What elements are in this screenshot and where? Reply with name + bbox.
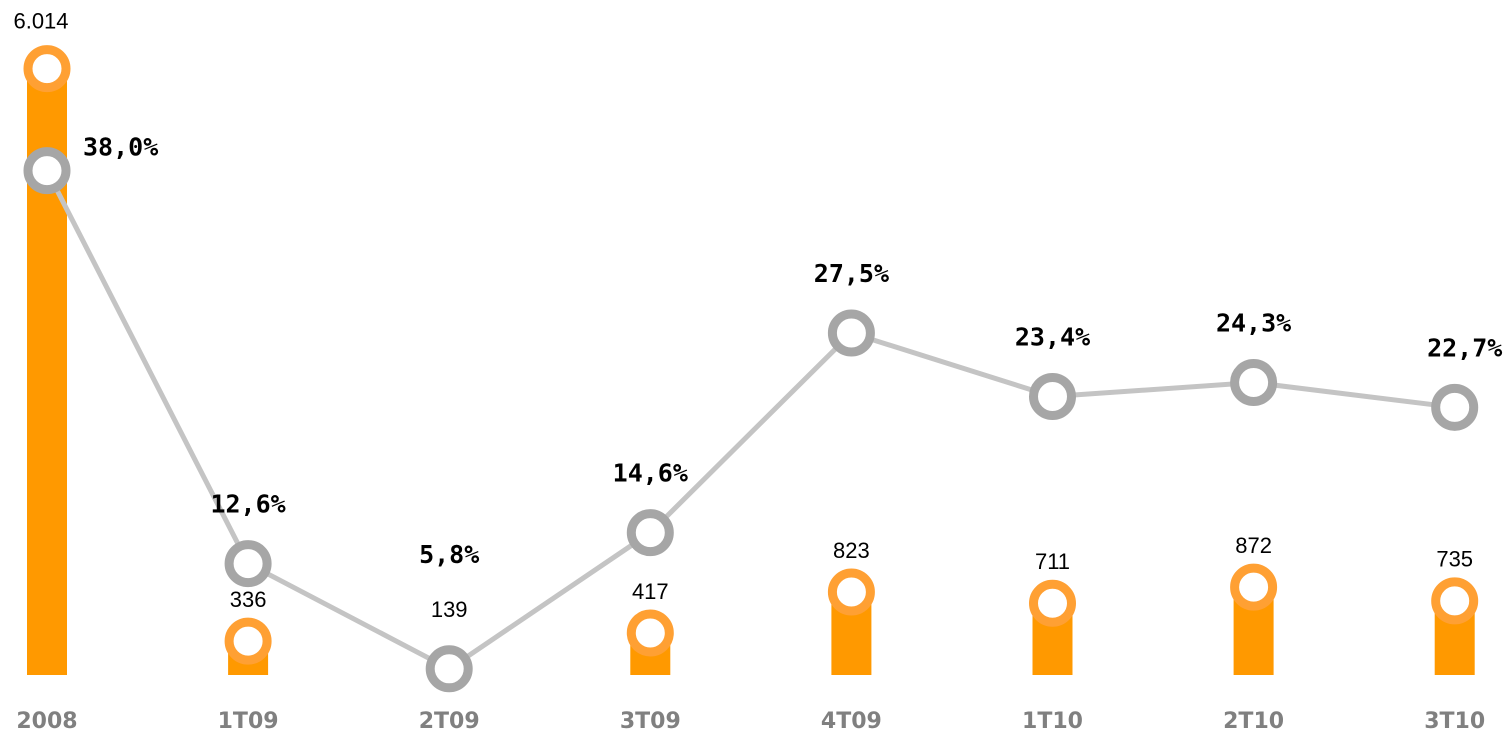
x-tick-label: 1T10 [1022,709,1083,734]
line-value-label: 12,6% [210,490,285,519]
bar-marker [23,45,71,93]
line-marker [1431,383,1479,431]
x-tick-label: 1T09 [218,709,279,734]
line-value-label: 14,6% [613,459,688,488]
line-marker [1230,359,1278,407]
x-tick-label: 2T10 [1223,709,1284,734]
x-tick-label: 3T10 [1424,709,1485,734]
line-marker [425,645,473,693]
line-marker [626,509,674,557]
line-value-label: 38,0% [83,133,158,162]
bar-value-label: 735 [1436,547,1473,572]
bar-marker [1029,579,1076,627]
line-value-label: 5,8% [419,540,479,569]
line-value-label: 23,4% [1015,322,1090,351]
line-value-label: 24,3% [1216,309,1291,338]
bar-marker [827,568,875,616]
bar-marker [1230,563,1278,611]
bar-marker [224,617,272,665]
bar-value-label: 6.014 [13,8,68,33]
line [44,169,1456,672]
line-marker [1029,372,1076,420]
line-marker [224,540,272,588]
bar-value-label: 711 [1035,549,1070,574]
line-value-label: 27,5% [814,259,889,288]
line-marker [23,147,71,195]
x-tick-label: 4T09 [821,709,882,734]
x-tick-label: 3T09 [620,709,681,734]
x-tick-label: 2T09 [419,709,480,734]
line-marker [827,309,875,357]
line-value-label: 22,7% [1427,333,1502,362]
bar-marker [626,609,674,657]
bar-marker [1431,577,1479,625]
bar-value-label: 139 [431,597,468,622]
bar-value-label: 336 [230,587,267,612]
bar-value-label: 872 [1235,533,1272,558]
bar-value-label: 417 [632,579,669,604]
x-tick-label: 2008 [16,709,77,734]
bar-value-label: 823 [833,538,870,563]
